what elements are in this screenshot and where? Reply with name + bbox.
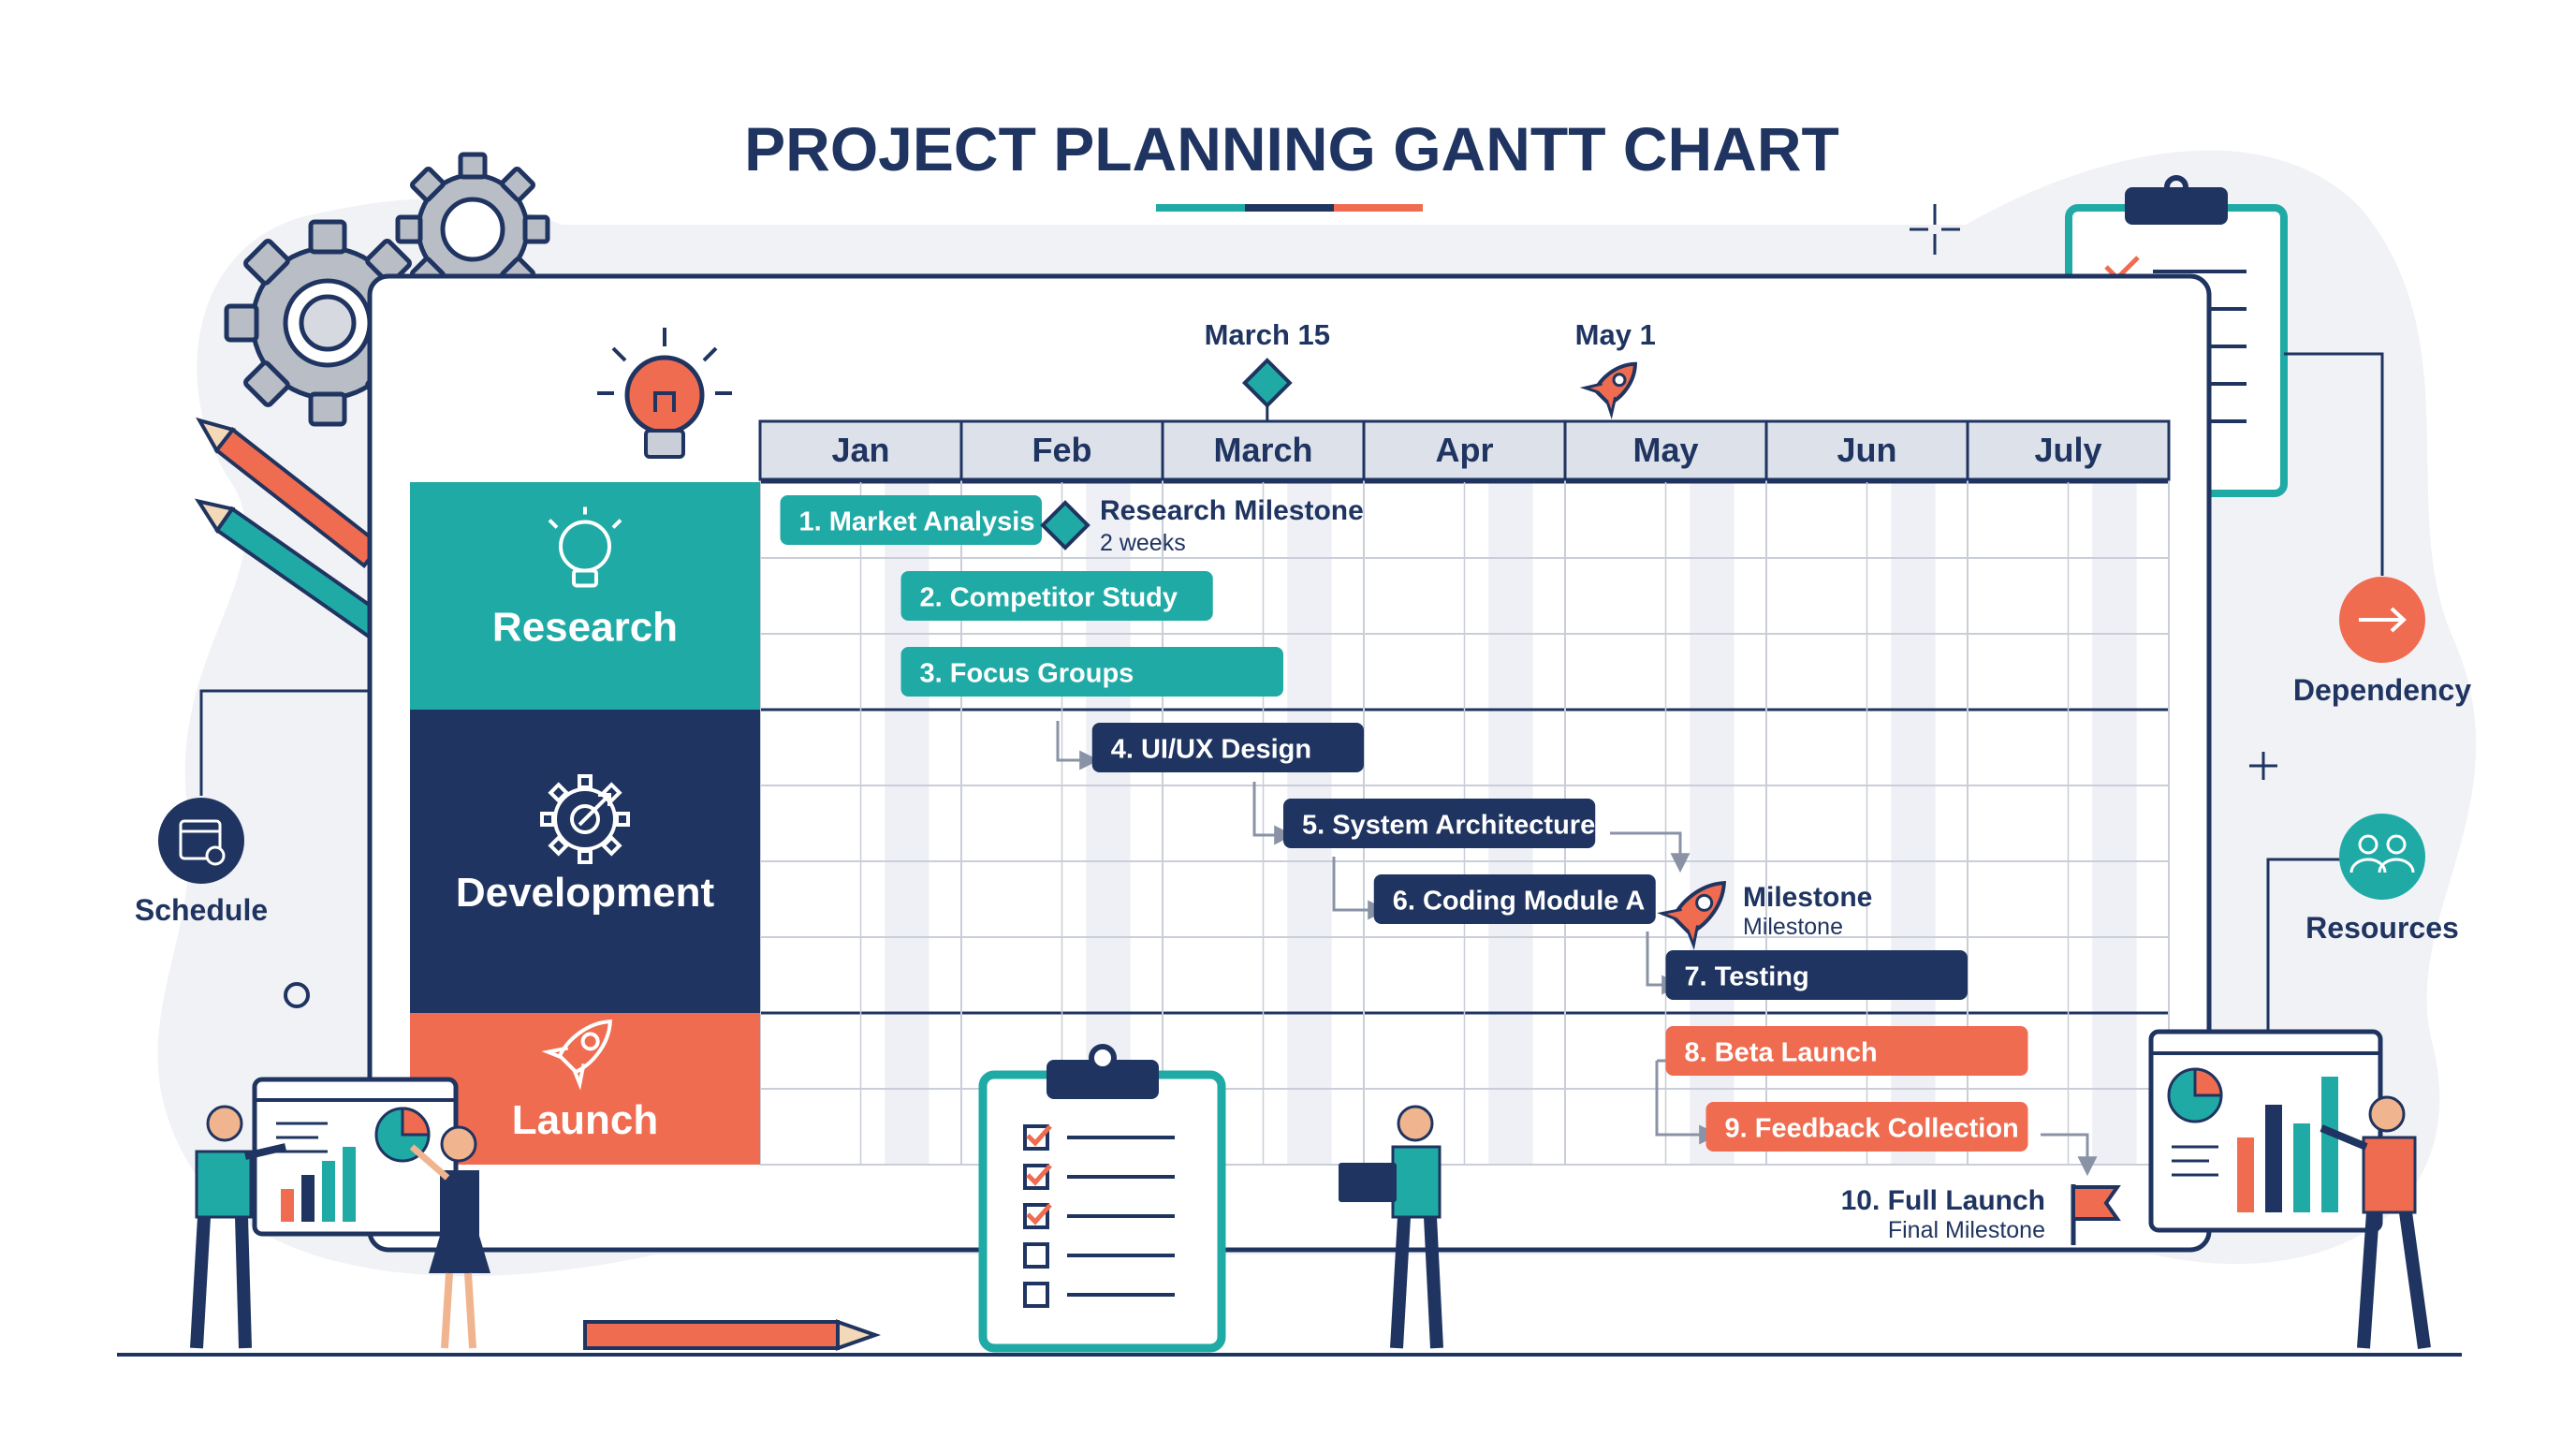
task-label: 7. Testing — [1685, 962, 1809, 992]
milestone-dev: Milestone Milestone — [1657, 881, 1872, 950]
decorative-dot — [284, 982, 310, 1008]
date-marker-label: March 15 — [1205, 318, 1330, 351]
task-label: 8. Beta Launch — [1685, 1038, 1878, 1068]
person-left-man — [190, 1105, 286, 1349]
task-bar[interactable]: 7. Testing — [1665, 950, 1969, 1000]
person-right — [2320, 1095, 2431, 1349]
person-left-woman — [409, 1125, 490, 1349]
rocket-icon — [541, 1020, 612, 1091]
checklist-clipboard-icon — [978, 1044, 1226, 1353]
milestone-final-title: 10. Full Launch — [1841, 1185, 2045, 1216]
task-bar[interactable]: 9. Feedback Collection — [1705, 1102, 2028, 1152]
date-marker-label: May 1 — [1575, 318, 1656, 351]
milestone-final-subtitle: Final Milestone — [1888, 1217, 2045, 1243]
people-icon — [2339, 814, 2425, 900]
pencils-icon — [194, 417, 388, 640]
month-header-cell — [758, 419, 963, 481]
phase-column: Research Development Launch — [410, 482, 760, 1165]
month-label: Feb — [1032, 431, 1091, 469]
title-underline — [1156, 204, 1423, 212]
task-bar[interactable]: 8. Beta Launch — [1665, 1026, 2028, 1076]
grid-stripe — [2092, 482, 2137, 1165]
task-label: 6. Coding Module A — [1393, 887, 1646, 917]
task-label: 1. Market Analysis — [799, 507, 1035, 537]
task-bar[interactable]: 3. Focus Groups — [900, 647, 1284, 697]
milestone-research: Research Milestone 2 weeks — [1040, 495, 1364, 556]
task-bar[interactable]: 6. Coding Module A — [1373, 874, 1656, 924]
month-label: May — [1632, 431, 1698, 469]
pencil-bottom-icon — [583, 1319, 882, 1351]
phase-block-development: Development — [410, 710, 760, 1013]
page-title: PROJECT PLANNING GANTT CHART — [744, 114, 1839, 183]
month-header-cell — [959, 419, 1164, 481]
milestone-final: 10. Full Launch Final Milestone — [1841, 1184, 2121, 1245]
task-label: 2. Competitor Study — [920, 583, 1178, 613]
month-label: Jun — [1837, 431, 1896, 469]
milestone-research-title: Research Milestone — [1100, 495, 1364, 526]
month-header-cell — [1563, 419, 1768, 481]
phase-block-research: Research — [410, 482, 760, 710]
schedule-label: Schedule — [135, 893, 268, 927]
person-laptop — [1339, 1105, 1443, 1349]
month-header-cell — [1966, 419, 2171, 481]
month-label: Apr — [1436, 431, 1494, 469]
task-label: 3. Focus Groups — [920, 659, 1134, 689]
phase-label: Research — [492, 605, 678, 651]
month-label: July — [2034, 431, 2101, 469]
presentation-board-right — [2148, 1029, 2383, 1233]
date-marker: March 15 — [1205, 318, 1330, 421]
calendar-icon — [158, 798, 244, 884]
milestone-dev-title: Milestone — [1743, 882, 1872, 913]
task-label: 5. System Architecture — [1302, 811, 1595, 841]
milestone-research-subtitle: 2 weeks — [1100, 530, 1186, 556]
resources-label: Resources — [2305, 911, 2459, 945]
month-header-cell — [1362, 419, 1567, 481]
presentation-board-left — [252, 1077, 459, 1237]
sparkle-icon — [1910, 204, 2277, 780]
dependency-label: Dependency — [2293, 673, 2471, 707]
gears-icon — [224, 152, 550, 427]
month-label: Jan — [831, 431, 889, 469]
date-markers: March 15 May 1 — [1205, 318, 1656, 421]
milestone-dev-subtitle: Milestone — [1743, 914, 1843, 940]
gear-rocket-icon — [540, 774, 630, 864]
rocket-icon — [1579, 361, 1638, 420]
lightbulb-icon — [597, 328, 732, 459]
task-bar[interactable]: 5. System Architecture — [1283, 799, 1596, 848]
date-marker: May 1 — [1575, 318, 1656, 420]
task-label: 4. UI/UX Design — [1111, 735, 1311, 765]
dependency-arrows — [1056, 721, 2098, 1177]
resources-callout: Resources — [2266, 814, 2459, 1030]
rocket-icon — [1657, 881, 1726, 950]
task-bars: 1. Market Analysis 2. Competitor Study 3. … — [780, 495, 2028, 1152]
phase-label: Launch — [512, 1097, 658, 1143]
schedule-callout: Schedule — [135, 689, 370, 927]
phase-label: Development — [456, 870, 715, 916]
lightbulb-icon — [548, 506, 622, 588]
dependency-callout: Dependency — [2284, 352, 2471, 707]
task-bar[interactable]: 4. UI/UX Design — [1091, 723, 1364, 772]
task-bar[interactable]: 2. Competitor Study — [900, 571, 1213, 621]
task-label: 9. Feedback Collection — [1725, 1114, 2019, 1144]
flag-icon — [2071, 1184, 2121, 1245]
task-bar[interactable]: 1. Market Analysis — [780, 495, 1043, 545]
month-label: March — [1213, 431, 1312, 469]
gantt-grid: Jan Feb March Apr May Jun July — [758, 419, 2171, 1166]
